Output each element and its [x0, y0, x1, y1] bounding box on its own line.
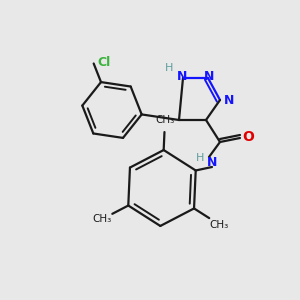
Text: N: N [207, 157, 217, 169]
Text: O: O [242, 130, 254, 144]
Text: N: N [177, 70, 187, 83]
Text: H: H [196, 153, 204, 163]
Text: N: N [224, 94, 234, 106]
Text: H: H [165, 63, 173, 73]
Text: CH₃: CH₃ [92, 214, 111, 224]
Text: N: N [204, 70, 214, 83]
Text: CH₃: CH₃ [155, 115, 175, 125]
Text: CH₃: CH₃ [210, 220, 229, 230]
Text: Cl: Cl [97, 56, 110, 69]
